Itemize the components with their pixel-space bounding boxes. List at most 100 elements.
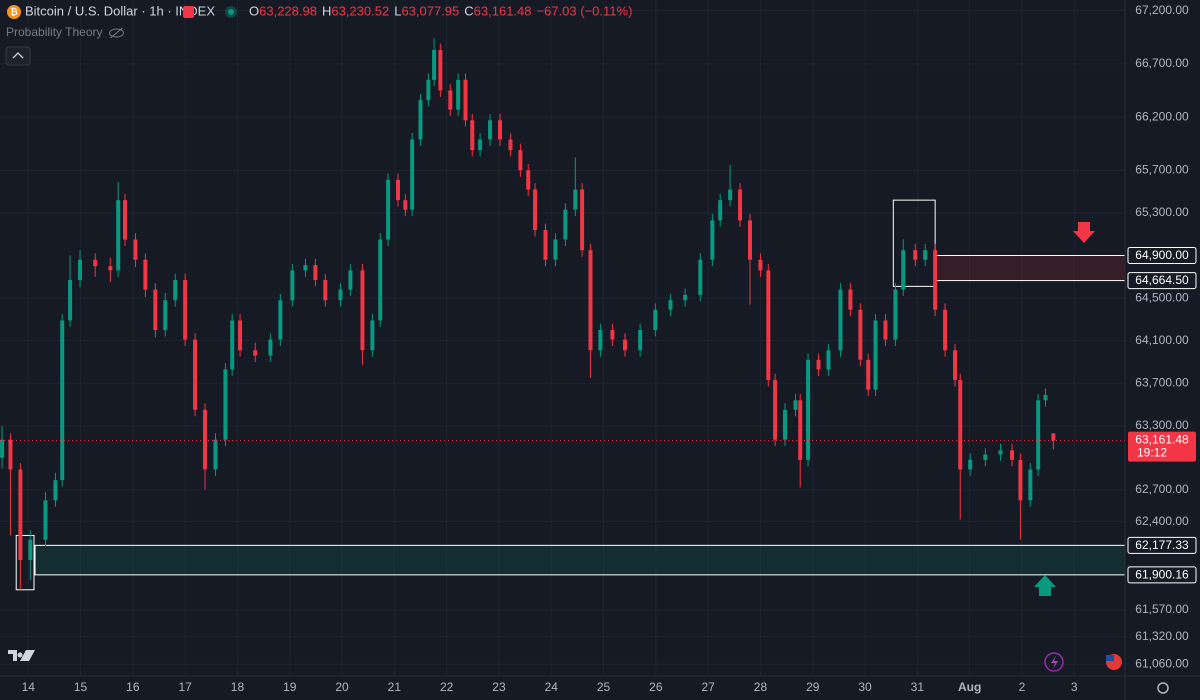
- candle-body: [68, 279, 73, 321]
- candle-body: [123, 200, 127, 240]
- candle-body: [133, 239, 138, 260]
- candle-body: [463, 79, 468, 121]
- tv-logo: [8, 650, 35, 661]
- candle-body: [488, 120, 493, 140]
- candle-body: [18, 469, 23, 560]
- candle-body: [580, 189, 585, 251]
- candle-body: [738, 189, 743, 221]
- candle-body: [60, 320, 65, 481]
- candle-body: [438, 50, 443, 91]
- candle-body: [638, 330, 643, 351]
- flag-canton: [1106, 655, 1114, 661]
- candle-body: [456, 79, 461, 110]
- candle-body: [396, 179, 401, 201]
- candle-body: [758, 259, 763, 271]
- candle-body: [838, 289, 843, 351]
- x-tick-label: Aug: [958, 680, 981, 694]
- price-label: 64,664.50: [1135, 273, 1189, 287]
- candle-body: [826, 350, 831, 370]
- candle-body: [718, 200, 723, 221]
- candle-body: [230, 320, 235, 370]
- up-arrow: [1034, 575, 1056, 596]
- candle-body: [901, 250, 906, 290]
- candle-body: [1051, 433, 1056, 441]
- candle-body: [360, 270, 365, 351]
- visibility-slash: [110, 27, 123, 39]
- candle-body: [806, 359, 811, 460]
- collapse-button[interactable]: [5, 46, 31, 66]
- status-dot-core: [228, 9, 234, 15]
- candle-body: [8, 439, 13, 470]
- candle-body: [183, 279, 188, 340]
- x-tick-label: 24: [545, 680, 559, 694]
- y-tick-label: 61,320.00: [1135, 629, 1189, 643]
- zone: [934, 254, 1126, 282]
- power-icon[interactable]: [1044, 652, 1064, 672]
- y-tick-label: 62,700.00: [1135, 482, 1189, 496]
- ohlc-value: 63,230.52: [331, 3, 389, 18]
- y-tick-label: 66,700.00: [1135, 56, 1189, 70]
- candle-body: [710, 220, 715, 260]
- candle-body: [793, 400, 798, 410]
- candle-body: [470, 120, 475, 151]
- candle-body: [913, 250, 918, 260]
- candle-body: [933, 250, 938, 310]
- candle-body: [698, 259, 703, 295]
- candle-body: [378, 239, 383, 321]
- candle-body: [268, 339, 273, 356]
- candle-body: [498, 120, 502, 140]
- price-label: 64,900.00: [1135, 248, 1189, 262]
- indicator-name: Probability Theory: [6, 25, 103, 39]
- candle-body: [588, 250, 593, 351]
- candle-body: [748, 220, 752, 260]
- y-tick-label: 66,200.00: [1135, 109, 1189, 123]
- highlight-box: [15, 534, 35, 591]
- candle-body: [426, 79, 431, 101]
- highlight-box: [892, 199, 936, 287]
- candle-body: [858, 309, 863, 360]
- coin-logo: [7, 5, 21, 19]
- candle-body: [108, 266, 113, 271]
- x-tick-label: 21: [388, 680, 402, 694]
- candle-body: [418, 100, 423, 140]
- price-label-box: [1127, 566, 1197, 584]
- candle-body: [816, 359, 821, 370]
- candle-body: [598, 330, 603, 351]
- candle-body: [923, 250, 928, 260]
- candle-body: [1036, 400, 1041, 470]
- candle-body: [518, 150, 523, 171]
- candle-body: [338, 289, 343, 301]
- x-tick-label: 19: [283, 680, 297, 694]
- y-tick-label: 65,700.00: [1135, 163, 1189, 177]
- settings-icon[interactable]: [1157, 682, 1169, 694]
- candle-body: [766, 270, 771, 381]
- candle-body: [623, 339, 627, 351]
- candle-body: [78, 259, 83, 280]
- visibility-icon: [109, 28, 124, 38]
- x-tick-label: 31: [911, 680, 925, 694]
- candle-body: [370, 320, 375, 351]
- y-tick-label: 64,100.00: [1135, 333, 1189, 347]
- candle-body: [953, 350, 958, 381]
- candle-body: [1043, 394, 1048, 401]
- zone: [34, 544, 1126, 576]
- symbol-title: Bitcoin / U.S. Dollar · 1h · INDEX: [25, 3, 215, 18]
- candle-body: [153, 289, 158, 331]
- candle-body: [1018, 459, 1023, 501]
- candle-body: [173, 279, 178, 301]
- candle-body: [303, 265, 308, 271]
- ohlc-key: L: [394, 3, 401, 18]
- ohlc-value: 63,161.48: [474, 3, 532, 18]
- ohlc-key: C: [464, 3, 473, 18]
- candle-body: [893, 289, 898, 340]
- candle-body: [432, 50, 437, 80]
- alert-icon: [183, 6, 194, 18]
- candle-body: [998, 450, 1003, 455]
- y-tick-label: 65,300.00: [1135, 205, 1189, 219]
- candle-body: [508, 139, 513, 151]
- candle-body: [348, 270, 353, 290]
- x-tick-label: 14: [22, 680, 36, 694]
- x-tick-label: 23: [492, 680, 506, 694]
